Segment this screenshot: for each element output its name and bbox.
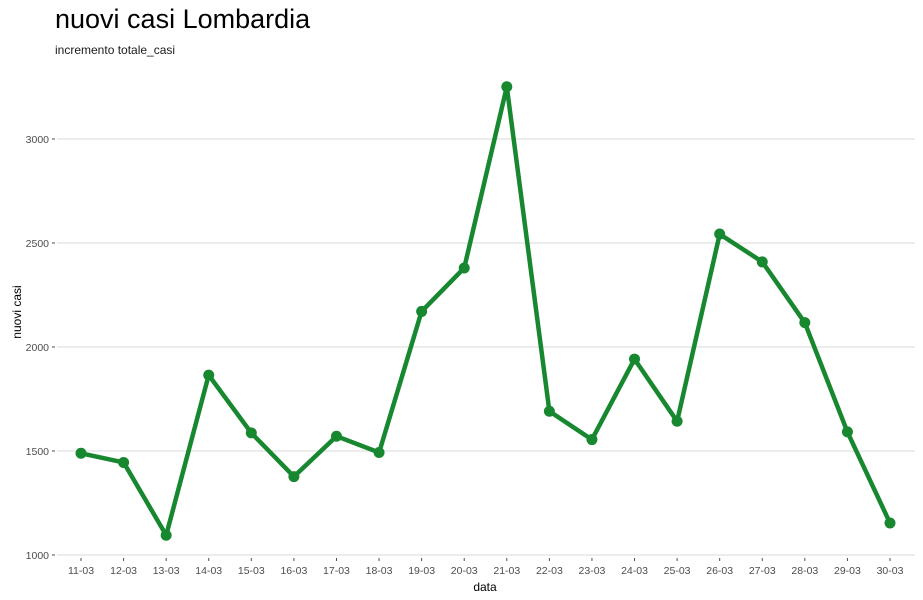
x-tick-label: 18-03 — [366, 565, 393, 577]
x-tick-label: 14-03 — [195, 565, 222, 577]
y-axis-title: nuovi casi — [10, 285, 24, 338]
x-axis-title: data — [473, 580, 497, 594]
x-tick-label: 11-03 — [68, 565, 94, 577]
x-tick-label: 26-03 — [706, 565, 733, 577]
data-point — [884, 517, 896, 529]
data-point — [373, 446, 385, 458]
data-point — [586, 434, 598, 446]
x-tick-label: 20-03 — [451, 565, 478, 577]
data-point — [458, 262, 470, 274]
x-tick-label: 30-03 — [877, 565, 904, 577]
x-tick-label: 17-03 — [323, 565, 350, 577]
x-tick-label: 12-03 — [110, 565, 137, 577]
data-point — [543, 405, 555, 417]
data-point — [75, 447, 87, 459]
data-point — [118, 456, 130, 468]
x-tick-label: 15-03 — [238, 565, 265, 577]
series-line — [78, 84, 893, 538]
data-point — [245, 427, 257, 439]
data-point — [671, 415, 683, 427]
x-tick-label: 25-03 — [664, 565, 691, 577]
data-point — [841, 426, 853, 438]
y-tick-label: 3000 — [26, 134, 50, 146]
y-tick-label: 2500 — [26, 238, 50, 250]
data-point — [288, 471, 300, 483]
x-tick-label: 13-03 — [153, 565, 180, 577]
data-point — [160, 529, 172, 541]
data-point — [416, 305, 428, 317]
x-tick-label: 23-03 — [579, 565, 606, 577]
x-tick-label: 16-03 — [280, 565, 307, 577]
data-point — [756, 256, 768, 268]
y-tick-label: 1500 — [26, 446, 50, 458]
x-tick-label: 27-03 — [749, 565, 776, 577]
data-point — [714, 228, 726, 240]
x-tick-label: 19-03 — [408, 565, 435, 577]
y-tick-label: 2000 — [26, 342, 50, 354]
x-tick-label: 29-03 — [834, 565, 861, 577]
x-tick-label: 28-03 — [791, 565, 818, 577]
chart-title: nuovi casi Lombardia — [55, 4, 311, 34]
x-tick-label: 22-03 — [536, 565, 563, 577]
data-point — [203, 369, 215, 381]
chart-subtitle: incremento totale_casi — [55, 43, 176, 57]
data-point — [501, 81, 513, 93]
x-tick-label: 24-03 — [621, 565, 648, 577]
data-point — [629, 353, 641, 365]
y-tick-label: 1000 — [26, 550, 50, 562]
data-point — [799, 317, 811, 329]
data-point — [330, 430, 342, 442]
x-tick-label: 21-03 — [493, 565, 520, 577]
